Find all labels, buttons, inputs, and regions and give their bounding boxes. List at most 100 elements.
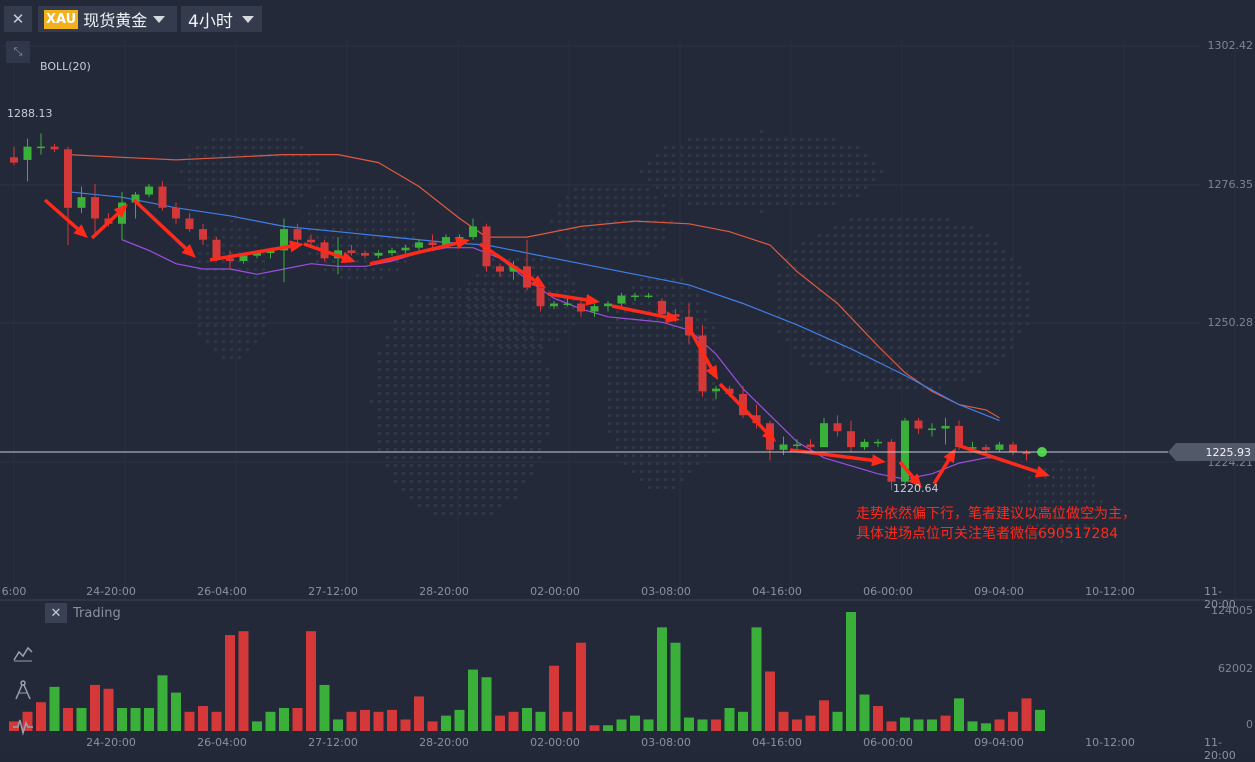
indicator-tool-button[interactable]: [8, 713, 38, 739]
map-dot: [394, 408, 397, 411]
map-dot: [238, 308, 241, 311]
map-dot: [476, 290, 479, 293]
map-dot: [506, 352, 509, 355]
candle: [415, 239, 423, 251]
map-dot: [656, 170, 659, 173]
volume-bar: [630, 715, 640, 731]
map-dot: [388, 228, 391, 231]
map-dot: [514, 352, 517, 355]
map-dot: [458, 464, 461, 467]
map-dot: [624, 382, 627, 385]
map-dot: [498, 424, 501, 427]
map-dot: [220, 170, 223, 173]
volume-bar: [468, 669, 478, 731]
map-dot: [388, 196, 391, 199]
map-dot: [506, 472, 509, 475]
map-dot: [484, 338, 487, 341]
map-dot: [556, 306, 559, 309]
map-dot: [704, 194, 707, 197]
map-dot: [688, 302, 691, 305]
map-dot: [850, 250, 853, 253]
map-dot: [332, 260, 335, 263]
map-dot: [914, 282, 917, 285]
collapse-arrows-icon[interactable]: ⤡: [6, 41, 30, 63]
map-dot: [284, 154, 287, 157]
map-dot: [204, 170, 207, 173]
symbol-selector[interactable]: XAU 现货黄金: [38, 6, 177, 32]
map-dot: [418, 384, 421, 387]
map-dot: [696, 358, 699, 361]
map-dot: [372, 252, 375, 255]
map-dot: [712, 406, 715, 409]
map-dot: [622, 204, 625, 207]
map-dot: [514, 328, 517, 331]
map-dot: [922, 378, 925, 381]
map-dot: [696, 162, 699, 165]
map-dot: [670, 220, 673, 223]
map-dot: [640, 366, 643, 369]
map-dot: [890, 314, 893, 317]
map-dot: [664, 390, 667, 393]
map-dot: [348, 220, 351, 223]
map-dot: [524, 258, 527, 261]
map-dot: [818, 354, 821, 357]
volume-bar: [360, 709, 370, 731]
map-dot: [914, 290, 917, 293]
map-dot: [946, 290, 949, 293]
map-dot: [810, 274, 813, 277]
map-dot: [646, 188, 649, 191]
map-dot: [640, 406, 643, 409]
map-dot: [254, 260, 257, 263]
map-dot: [954, 330, 957, 333]
map-dot: [794, 330, 797, 333]
map-dot: [474, 512, 477, 515]
map-dot: [308, 154, 311, 157]
map-dot: [246, 260, 249, 263]
map-dot: [300, 194, 303, 197]
map-dot: [426, 400, 429, 403]
map-dot: [530, 360, 533, 363]
map-dot: [450, 512, 453, 515]
map-dot: [204, 162, 207, 165]
map-dot: [834, 274, 837, 277]
volume-bar: [90, 684, 100, 731]
map-dot: [530, 384, 533, 387]
map-dot: [696, 294, 699, 297]
map-dot: [792, 178, 795, 181]
map-dot: [466, 408, 469, 411]
map-dot: [500, 338, 503, 341]
map-dot: [1060, 524, 1063, 527]
close-volume-panel-button[interactable]: ✕: [45, 603, 67, 623]
drawing-tool-button[interactable]: [8, 677, 38, 703]
map-dot: [696, 194, 699, 197]
map-dot: [656, 186, 659, 189]
map-dot: [490, 344, 493, 347]
map-dot: [1068, 532, 1071, 535]
map-dot: [230, 228, 233, 231]
map-dot: [516, 282, 519, 285]
map-dot: [498, 496, 501, 499]
map-dot: [696, 398, 699, 401]
line-chart-tool-button[interactable]: [8, 640, 38, 666]
candle: [64, 146, 72, 246]
map-dot: [1010, 266, 1013, 269]
volume-bar: [171, 692, 181, 731]
map-dot: [386, 456, 389, 459]
map-dot: [962, 370, 965, 373]
map-dot: [450, 464, 453, 467]
map-dot: [882, 386, 885, 389]
map-dot: [506, 360, 509, 363]
close-chart-button[interactable]: ✕: [4, 6, 32, 32]
map-dot: [206, 292, 209, 295]
map-dot: [882, 370, 885, 373]
period-selector[interactable]: 4小时: [181, 6, 262, 32]
map-dot: [324, 236, 327, 239]
indicator-label[interactable]: BOLL(20): [40, 60, 91, 73]
map-dot: [648, 470, 651, 473]
map-dot: [712, 422, 715, 425]
map-dot: [922, 354, 925, 357]
map-dot: [616, 454, 619, 457]
volume-bar: [711, 719, 721, 731]
map-dot: [672, 194, 675, 197]
